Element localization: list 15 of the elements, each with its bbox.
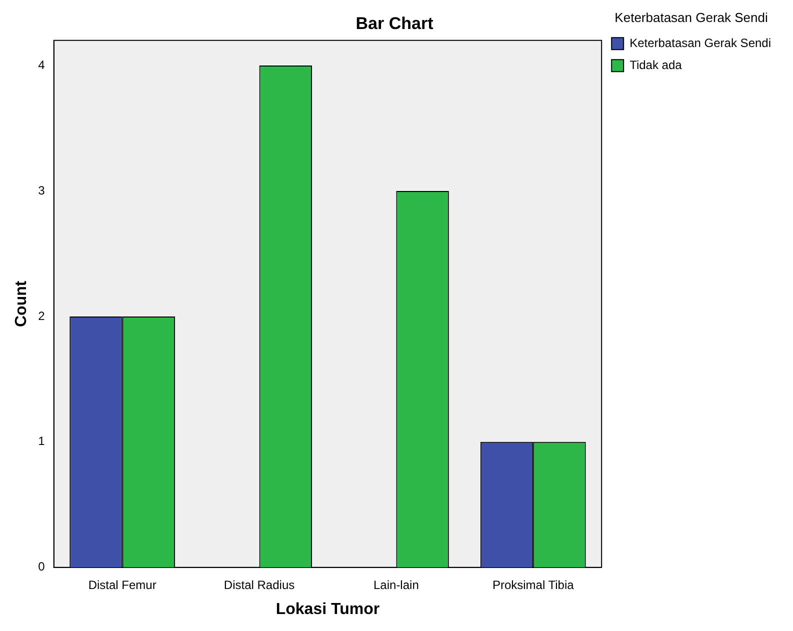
y-tick-label: 3 (38, 183, 46, 198)
x-tick-label: Distal Femur (88, 578, 156, 592)
y-tick-label: 1 (38, 434, 46, 448)
y-axis-title: Count (13, 280, 30, 327)
legend-title: Keterbatasan Gerak Sendi (614, 10, 768, 26)
chart-title: Bar Chart (356, 14, 434, 33)
x-axis-title: Lokasi Tumor (276, 600, 380, 618)
y-tick-label: 2 (38, 308, 46, 323)
x-tick-label: Lain-lain (374, 578, 419, 592)
legend-label: Tidak ada (630, 58, 682, 72)
y-tick-label: 0 (38, 560, 46, 574)
x-tick-label: Proksimal Tibia (492, 578, 574, 592)
x-tick-label: Distal Radius (224, 578, 295, 592)
legend-label: Keterbatasan Gerak Sendi (630, 36, 771, 50)
y-tick-label: 4 (38, 58, 46, 72)
